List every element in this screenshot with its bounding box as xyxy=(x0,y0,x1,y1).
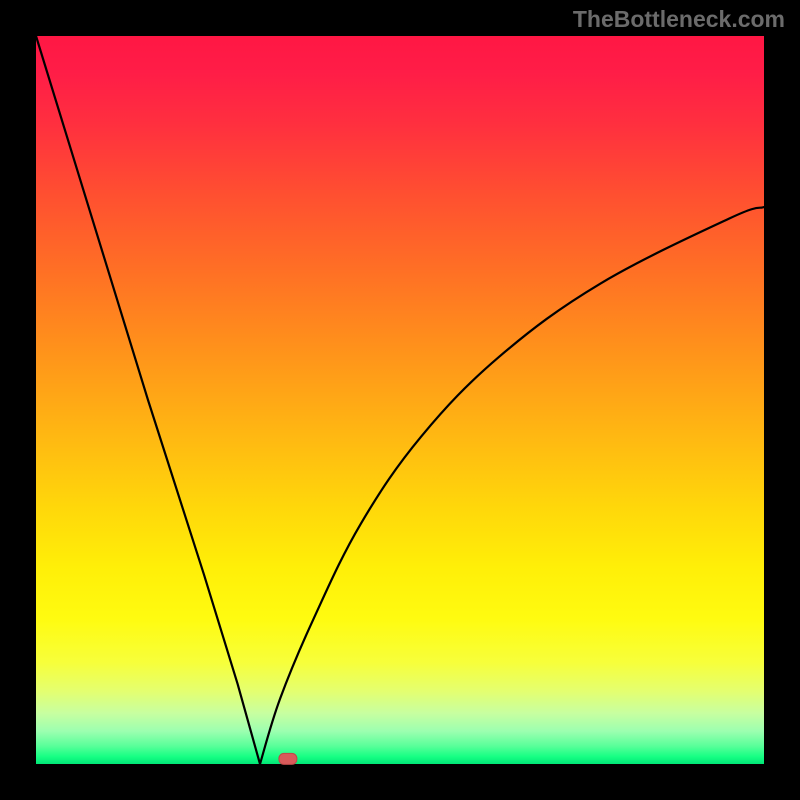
minimum-marker xyxy=(279,753,297,764)
chart-container: TheBottleneck.com xyxy=(0,0,800,800)
watermark-text: TheBottleneck.com xyxy=(573,6,785,33)
chart-curve-layer xyxy=(0,0,800,800)
bottleneck-curve xyxy=(36,36,764,764)
